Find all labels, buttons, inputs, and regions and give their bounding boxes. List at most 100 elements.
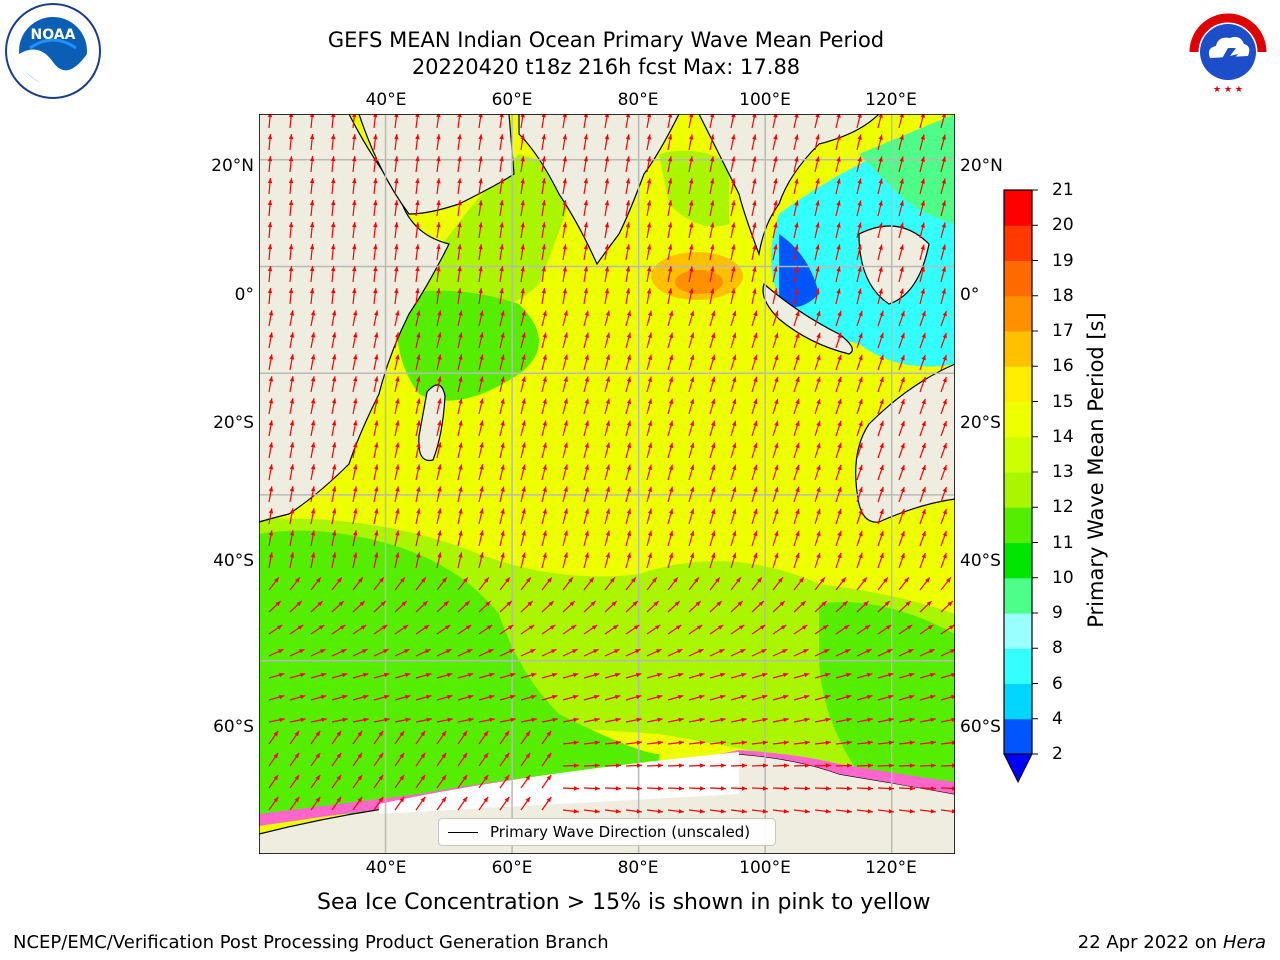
wave-arrow <box>898 508 905 525</box>
wave-arrow <box>919 530 926 547</box>
wave-arrow <box>793 740 810 745</box>
wave-arrow <box>604 354 610 371</box>
wave-arrow <box>415 486 421 503</box>
wave-arrow <box>898 442 905 459</box>
wave-arrow <box>604 508 610 525</box>
wave-arrow <box>520 398 526 415</box>
wave-arrow <box>457 244 462 261</box>
wave-arrow <box>877 552 884 569</box>
wave-arrow <box>667 442 674 459</box>
wave-arrow <box>457 752 468 767</box>
wave-arrow <box>478 672 495 679</box>
wave-arrow <box>877 530 884 547</box>
wave-arrow <box>709 288 715 305</box>
wave-arrow <box>688 266 694 283</box>
wave-arrow <box>835 376 842 393</box>
wave-arrow <box>856 694 873 701</box>
wave-arrow <box>583 398 589 415</box>
wave-arrow <box>625 420 632 437</box>
wave-arrow <box>268 796 279 811</box>
wave-arrow <box>331 672 348 679</box>
wave-arrow <box>919 420 926 437</box>
wave-arrow <box>772 134 778 151</box>
wave-arrow <box>520 134 525 151</box>
wave-arrow <box>562 310 568 327</box>
wave-arrow <box>436 486 442 503</box>
wave-arrow <box>898 222 904 239</box>
wave-arrow <box>898 717 915 723</box>
wave-arrow <box>688 694 705 701</box>
wave-arrow <box>709 508 716 525</box>
wave-arrow <box>415 376 421 393</box>
wave-arrow <box>940 717 955 723</box>
colorbar-tick: 4 <box>1052 708 1063 729</box>
wave-arrow <box>730 156 736 173</box>
wave-arrow <box>940 244 946 261</box>
wave-arrow <box>898 809 915 814</box>
wave-arrow <box>625 442 632 459</box>
wave-arrow <box>415 730 426 745</box>
wave-arrow <box>499 717 516 723</box>
wave-arrow <box>583 288 589 305</box>
wave-arrow <box>730 354 737 371</box>
wave-arrow <box>289 624 304 635</box>
wave-arrow <box>520 442 526 459</box>
wave-arrow <box>541 354 547 371</box>
wave-arrow <box>562 398 568 415</box>
wave-arrow <box>583 717 600 723</box>
wave-arrow <box>478 354 484 371</box>
wave-arrow <box>856 624 871 635</box>
wave-arrow <box>751 530 758 547</box>
colorbar-tick: 6 <box>1052 673 1063 694</box>
wave-arrow <box>793 376 800 393</box>
wave-arrow <box>772 442 779 459</box>
wave-arrow <box>667 134 673 151</box>
wave-arrow <box>415 464 421 481</box>
wave-arrow <box>352 156 357 173</box>
wave-arrow <box>541 672 558 679</box>
wave-arrow <box>499 420 505 437</box>
wave-arrow <box>709 398 716 415</box>
wave-arrow <box>457 648 473 657</box>
wave-arrow <box>919 486 926 503</box>
wave-arrow <box>730 376 737 393</box>
wave-arrow <box>877 786 895 791</box>
wave-arrow <box>436 530 442 547</box>
wave-arrow <box>646 332 653 349</box>
colorbar-segment <box>1004 331 1032 367</box>
wave-arrow <box>709 244 715 261</box>
wave-arrow <box>415 288 420 305</box>
wave-arrow <box>562 156 567 173</box>
wave-arrow <box>730 600 744 613</box>
wave-arrow <box>814 310 821 327</box>
wave-arrow <box>751 464 758 481</box>
wave-arrow <box>877 178 883 195</box>
wave-arrow <box>814 266 820 283</box>
wave-arrow <box>478 288 483 305</box>
wave-arrow <box>688 530 695 547</box>
wave-arrow <box>835 786 853 791</box>
colorbar-tick: 19 <box>1052 250 1074 271</box>
wave-arrow <box>898 332 905 349</box>
wave-arrow <box>667 763 685 768</box>
wave-arrow <box>394 648 410 657</box>
wave-arrow <box>352 774 363 789</box>
colorbar-segment <box>1004 613 1032 649</box>
wave-arrow <box>457 624 472 635</box>
wave-arrow <box>877 648 893 657</box>
wave-arrow <box>268 310 274 327</box>
wave-arrow <box>352 730 363 745</box>
wave-arrow <box>877 134 883 151</box>
wave-arrow <box>520 486 526 503</box>
wave-arrow <box>499 376 505 393</box>
wave-arrow <box>330 288 336 305</box>
wave-arrow <box>436 376 442 393</box>
wave-arrow <box>520 552 526 569</box>
wave-arrow <box>856 244 862 261</box>
wave-arrow <box>919 222 925 239</box>
wave-arrow <box>562 486 568 503</box>
wave-arrow <box>940 694 955 701</box>
wave-arrow <box>267 222 273 239</box>
wave-arrow <box>415 398 421 415</box>
wave-arrow <box>730 552 737 569</box>
